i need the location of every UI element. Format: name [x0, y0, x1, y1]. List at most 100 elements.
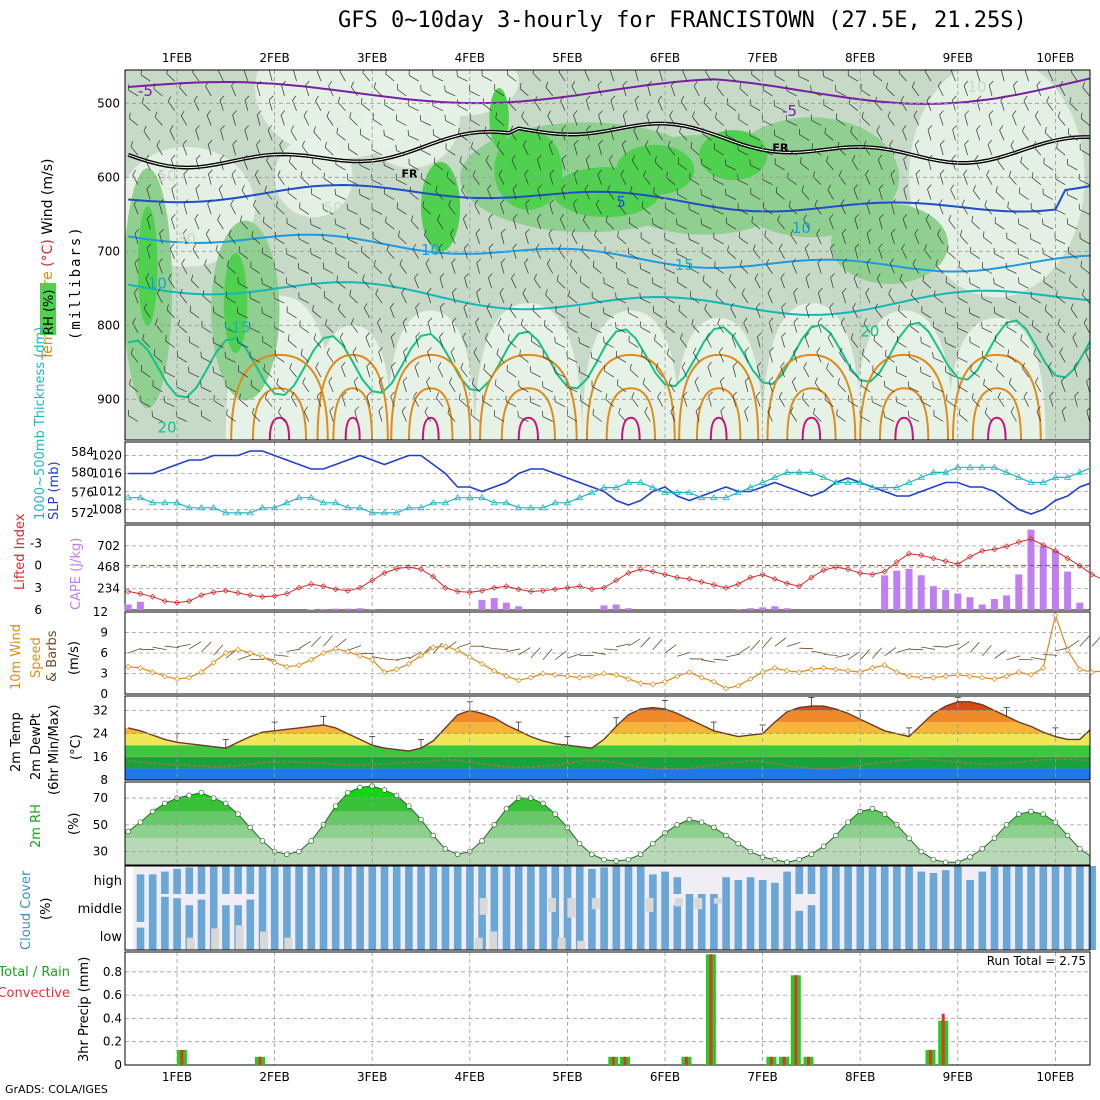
wind-speed-marker — [1015, 669, 1022, 676]
wind-barb-icon — [447, 407, 456, 422]
wind-barb-icon — [474, 199, 480, 215]
wind-barb-icon — [765, 258, 773, 274]
wind-barb-icon — [303, 110, 310, 126]
wind-barb-icon — [866, 258, 871, 274]
y-tick-label: 500 — [97, 96, 120, 110]
wind-barb-icon — [934, 290, 944, 304]
wind-barb-icon — [689, 173, 700, 185]
wind-barb-icon — [419, 115, 431, 126]
thickness-marker — [270, 504, 279, 511]
wind-barb-icon — [1000, 95, 1005, 111]
wind-barb-icon — [227, 260, 236, 274]
wind-barb-icon — [891, 199, 896, 215]
contour-20 — [128, 319, 1090, 399]
wind-speed-marker — [271, 659, 278, 666]
wind-barb-icon — [811, 142, 822, 156]
cloud-cell — [954, 922, 962, 950]
cloud-cell — [722, 894, 730, 922]
wind-barb-icon — [341, 362, 346, 378]
wind-barb-icon — [142, 333, 151, 348]
wind-barb-icon — [219, 95, 225, 111]
cloud-cell — [1063, 922, 1072, 950]
wind-barb-icon — [970, 364, 981, 378]
cloud-cell — [941, 870, 950, 894]
cape-bar — [966, 597, 974, 610]
cloud-cell — [185, 905, 194, 922]
wind-barb-icon — [287, 334, 297, 348]
thickness-marker — [917, 473, 925, 480]
wind-barb-icon — [886, 82, 895, 97]
cloud-cell — [173, 868, 181, 894]
wind-barb-icon — [728, 274, 737, 289]
rh-marker — [454, 851, 461, 858]
temp-tick: 8 — [100, 773, 108, 787]
wind-barb-icon — [323, 290, 334, 304]
wind-barb-icon — [652, 218, 663, 230]
wind-speed-marker — [527, 674, 534, 681]
upper-air-plot — [125, 70, 1090, 440]
thickness-marker — [954, 463, 962, 470]
wind-barb-icon — [378, 376, 384, 392]
date-label-top: 8FEB — [845, 51, 875, 65]
contour-25 — [951, 353, 1042, 440]
wind-barb-icon — [573, 140, 579, 156]
rh-high-area — [137, 206, 158, 327]
wind-barb-icon — [192, 244, 200, 259]
wind-barb-icon — [300, 348, 310, 363]
cloud-cell — [710, 922, 718, 950]
wind-barb-icon — [511, 273, 517, 289]
wind-barb-icon — [225, 291, 236, 304]
thickness-marker — [356, 504, 364, 511]
rh-marker — [393, 792, 400, 799]
wind-barb-icon — [298, 233, 309, 245]
wind-barb-icon — [731, 332, 737, 348]
cloud-cell — [795, 866, 804, 894]
wind-barb-icon — [311, 157, 322, 171]
wind-barb-icon — [813, 407, 822, 422]
cloud-cell — [746, 877, 755, 894]
wind-barb-icon — [164, 645, 179, 649]
thickness-marker — [307, 493, 315, 501]
thickness-marker — [466, 493, 474, 501]
wind-barb-icon — [750, 99, 761, 112]
lifted-index-marker — [662, 571, 668, 578]
cape-tick: 702 — [97, 539, 120, 553]
wind-barb-icon — [896, 648, 911, 653]
mid-cloud-gap — [567, 898, 576, 918]
wind-speed-marker — [735, 682, 742, 689]
rh-marker — [259, 838, 266, 844]
contour-label: 10 — [792, 219, 811, 237]
wind-speed-marker — [259, 654, 266, 661]
wind-barb-icon — [461, 184, 468, 200]
cloud-cell — [478, 866, 486, 894]
wind-barb-icon — [865, 169, 871, 185]
cloud-cell — [1051, 894, 1060, 922]
wind-barb-icon — [1010, 140, 1017, 156]
wind-barb-icon — [853, 273, 859, 289]
wind-barb-icon — [839, 347, 846, 363]
wind-barb-icon — [744, 376, 750, 392]
cloud-cell — [612, 894, 621, 922]
cloud-cell — [405, 894, 413, 922]
cloud-cell — [148, 894, 157, 922]
wind-barb-icon — [1060, 376, 1066, 393]
rh-marker — [223, 800, 229, 807]
cloud-cell — [136, 874, 145, 894]
wind-barb-icon — [617, 231, 627, 245]
wind-barb-icon — [850, 333, 859, 348]
wind-label-line2: Speed — [29, 637, 44, 678]
wind-barb-icon — [450, 228, 456, 245]
wind-barb-icon — [349, 289, 358, 304]
li-tick: 3 — [34, 581, 42, 595]
temp-tick: 32 — [93, 703, 108, 717]
thickness-tick: 580 — [71, 465, 94, 479]
thickness-line — [128, 466, 1090, 514]
wind-barb-icon — [605, 215, 615, 230]
wind-barb-icon — [852, 303, 859, 319]
wind-speed-marker — [466, 654, 473, 661]
wind-speed-marker — [308, 656, 315, 663]
cloud-cell — [270, 894, 279, 922]
cloud-cell — [612, 922, 621, 950]
wind-barb-icon — [132, 169, 139, 185]
wind-barb-icon — [849, 364, 859, 378]
